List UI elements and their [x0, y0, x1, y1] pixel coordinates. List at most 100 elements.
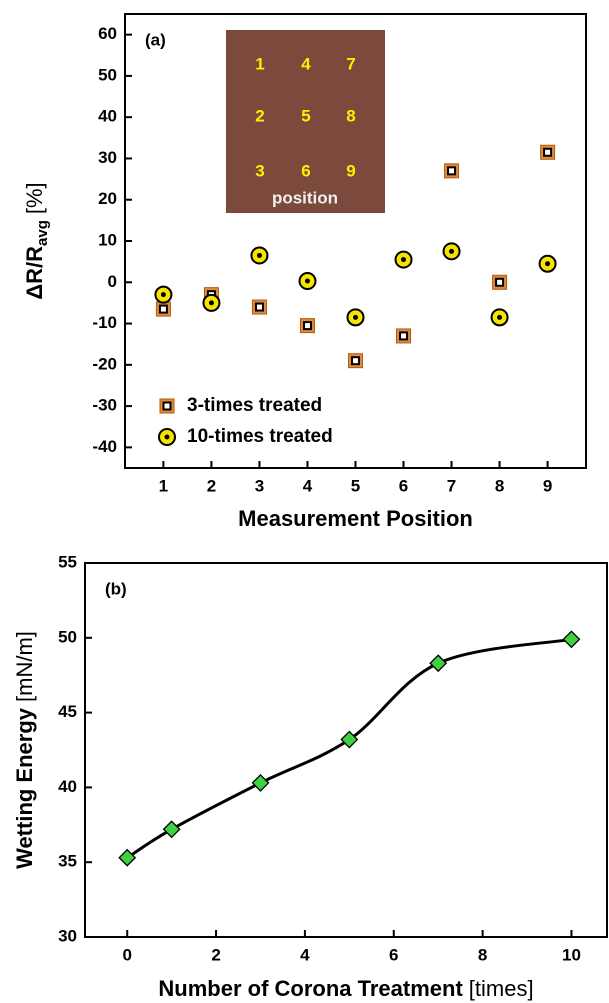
data-point: [394, 250, 413, 269]
marker-inner: [353, 314, 358, 320]
marker-inner: [256, 252, 262, 258]
y-tick-label: 40: [58, 777, 77, 796]
data-point: [155, 301, 171, 317]
y-axis-label: ΔR/Ravg [%]: [22, 182, 51, 299]
data-point: [562, 630, 581, 649]
data-point: [348, 353, 363, 369]
marker-inner: [449, 248, 455, 254]
x-axis-label: Number of Corona Treatment [times]: [158, 976, 533, 1001]
inset-caption: position: [272, 188, 338, 207]
x-tick-label: 2: [211, 945, 220, 964]
y-tick-label: 55: [58, 552, 77, 571]
data-point: [346, 308, 365, 327]
marker-diamond: [562, 630, 581, 649]
marker-inner: [401, 257, 407, 263]
data-point: [444, 163, 460, 179]
data-point: [490, 308, 509, 327]
inset-label: 6: [301, 161, 310, 180]
inset-label: 1: [255, 54, 264, 73]
data-point: [251, 773, 270, 792]
y-tick-label: 40: [98, 107, 117, 126]
legend-marker: [159, 398, 175, 414]
y-tick-label: 0: [108, 272, 117, 291]
y-tick-label: 60: [98, 24, 117, 43]
x-tick-label: 4: [300, 945, 310, 964]
marker-inner: [302, 321, 312, 331]
data-point: [540, 144, 556, 160]
marker-inner: [304, 278, 310, 284]
x-tick-label: 3: [255, 476, 264, 495]
y-axis-label-unit: [mN/m]: [12, 631, 37, 702]
y-tick-label: 30: [98, 148, 117, 167]
inset-photo: [226, 30, 385, 213]
marker-inner: [495, 277, 505, 287]
y-tick-label: 50: [98, 65, 117, 84]
data-point: [298, 272, 317, 291]
y-tick-label: -10: [92, 313, 117, 332]
y-axis-label-main: Wetting Energy: [12, 707, 37, 869]
marker-inner: [543, 147, 553, 157]
x-tick-label: 10: [562, 945, 581, 964]
inset-label: 9: [346, 161, 355, 180]
y-axis-label-main: ΔR/R: [22, 246, 47, 300]
data-point: [492, 274, 508, 290]
x-axis-label-unit: [times]: [469, 976, 534, 1001]
legend-label: 3-times treated: [187, 395, 322, 416]
x-tick-label: 8: [478, 945, 487, 964]
data-point: [340, 730, 359, 749]
data-point: [202, 293, 221, 312]
x-tick-label: 4: [303, 476, 313, 495]
marker-inner: [545, 261, 551, 267]
x-tick-label: 7: [447, 476, 456, 495]
x-tick-label: 9: [543, 476, 552, 495]
x-tick-label: 1: [159, 476, 168, 495]
plot-frame: [84, 562, 608, 938]
inset-label: 8: [346, 106, 355, 125]
y-tick-label: -20: [92, 354, 117, 373]
panel-label: (b): [105, 579, 127, 598]
y-tick-label: 35: [58, 852, 77, 871]
y-tick-label: 10: [98, 230, 117, 249]
inset-label: 5: [301, 106, 310, 125]
legend-marker: [158, 428, 176, 446]
y-tick-label: 30: [58, 926, 77, 945]
x-tick-label: 2: [207, 476, 216, 495]
y-tick-label: -30: [92, 396, 117, 415]
y-tick-label: 20: [98, 189, 117, 208]
marker-inner: [160, 292, 166, 298]
inset-label: 3: [255, 161, 264, 180]
y-axis-label-unit: [%]: [22, 182, 47, 214]
x-axis-label: Measurement Position: [238, 506, 473, 531]
inset-label: 7: [346, 54, 355, 73]
data-point: [538, 254, 557, 273]
data-point: [396, 328, 412, 344]
marker-inner: [208, 300, 214, 306]
legend-label: 10-times treated: [187, 426, 333, 447]
data-point: [299, 318, 315, 334]
inset-label: 4: [301, 54, 311, 73]
data-point: [154, 285, 173, 304]
x-tick-label: 8: [495, 476, 504, 495]
marker-diamond: [429, 654, 448, 673]
marker-inner: [164, 434, 170, 440]
x-axis-label-main: Measurement Position: [238, 506, 473, 531]
marker-diamond: [162, 820, 181, 839]
data-point: [429, 654, 448, 673]
y-tick-label: 50: [58, 627, 77, 646]
x-axis-label-main: Number of Corona Treatment: [158, 976, 463, 1001]
x-tick-label: 5: [351, 476, 360, 495]
y-axis-label: Wetting Energy [mN/m]: [12, 631, 37, 869]
x-tick-label: 6: [399, 476, 408, 495]
line: [126, 637, 572, 859]
data-point: [251, 299, 267, 315]
panel-label: (a): [145, 30, 166, 49]
marker-diamond: [340, 730, 359, 749]
marker-inner: [447, 166, 457, 176]
inset-label: 2: [255, 106, 264, 125]
marker-diamond: [118, 848, 137, 867]
data-point: [118, 848, 137, 867]
y-tick-label: 45: [58, 702, 77, 721]
data-point: [442, 242, 461, 261]
marker-inner: [497, 314, 503, 320]
